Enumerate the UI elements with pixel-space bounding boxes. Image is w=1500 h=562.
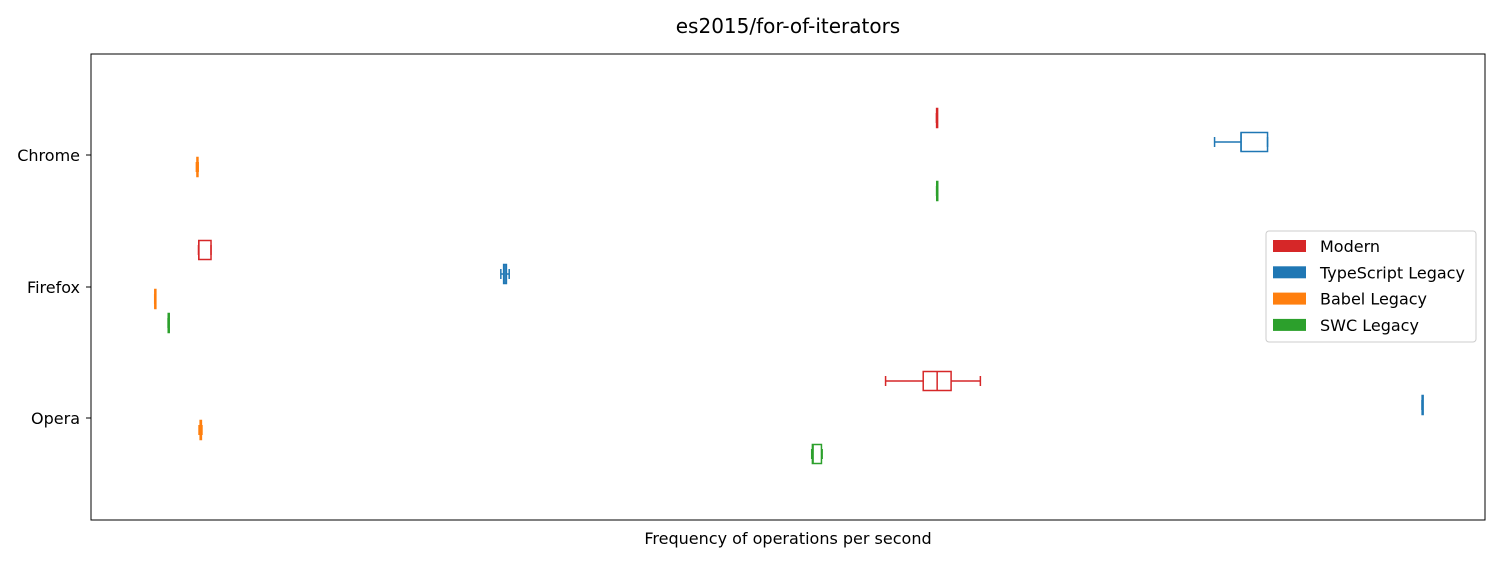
y-tick-label-firefox: Firefox [27,278,80,297]
y-tick-label-opera: Opera [31,409,80,428]
legend-swatch-babel-legacy [1273,292,1306,305]
legend-swatch-swc-legacy [1273,318,1306,331]
x-axis-label: Frequency of operations per second [644,529,931,548]
legend-swatch-modern [1273,240,1306,252]
box-swc-legacy-firefox [167,312,170,334]
box-iqr [198,239,212,261]
box-babel-legacy-firefox [153,288,157,310]
box-modern-opera [884,370,982,392]
legend-label-swc-legacy: SWC Legacy [1320,316,1419,335]
box-babel-legacy-opera [198,419,203,441]
chart-title: es2015/for-of-iterators [676,14,900,38]
legend-label-babel-legacy: Babel Legacy [1320,290,1427,309]
legend-label-typescript-legacy: TypeScript Legacy [1319,263,1465,282]
box-iqr [1240,131,1269,153]
legend-frame [1265,230,1477,343]
box-typescript-legacy-chrome [1213,131,1269,153]
box-modern-chrome [935,107,939,129]
legend-swatch-typescript-legacy [1273,266,1306,279]
box-typescript-legacy-opera [1421,394,1424,416]
box-babel-legacy-chrome [195,156,199,178]
box-swc-legacy-opera [810,443,823,465]
y-tick-label-chrome: Chrome [17,146,80,165]
boxplots [153,107,1424,465]
box-swc-legacy-chrome [935,180,939,202]
y-axis: Chrome Firefox Opera [17,146,91,428]
box-typescript-legacy-firefox [500,263,510,285]
legend: Modern TypeScript Legacy Babel Legacy SWC L… [1265,230,1477,343]
legend-label-modern: Modern [1320,237,1380,256]
box-modern-firefox [197,239,212,261]
